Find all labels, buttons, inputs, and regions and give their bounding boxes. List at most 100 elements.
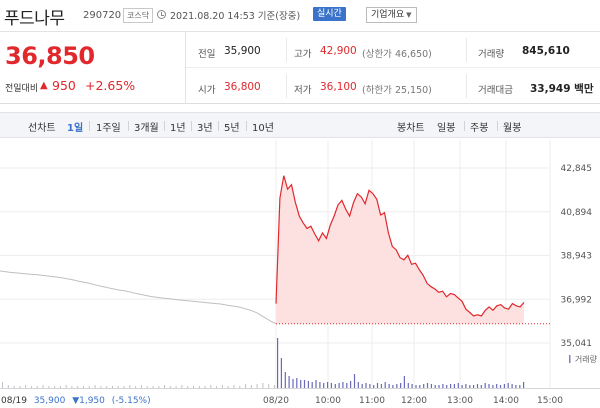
divider (464, 121, 465, 131)
volume-bar (181, 385, 183, 388)
volume-bar (484, 383, 486, 388)
candle-weekly[interactable]: 주봉 (470, 123, 489, 134)
y-tick-label: 42,845 (561, 164, 593, 174)
volume-bar (350, 381, 352, 388)
volume-bar (100, 386, 102, 388)
volume-bar (369, 384, 371, 388)
stock-code: 290720 (83, 10, 122, 21)
low-value: 36,100 (320, 81, 357, 93)
volume-bar (373, 385, 375, 388)
y-tick-label: 36,992 (561, 295, 593, 305)
stats-row-2: 시가 36,800 저가 36,100 (하한가 25,150) 거래대금 33… (186, 68, 600, 104)
change-rate: +2.65% (85, 78, 136, 93)
volume-bar (216, 386, 218, 388)
volume-bar (30, 386, 32, 388)
divider (286, 74, 287, 98)
volume-bar (338, 383, 340, 388)
period-3m[interactable]: 3개월 (134, 123, 159, 134)
volume-bar (365, 383, 367, 388)
y-tick-label: 35,041 (561, 339, 593, 349)
volume-bar (423, 384, 425, 388)
volume-bar (13, 386, 15, 388)
candle-monthly[interactable]: 월봉 (503, 123, 522, 134)
prev-close-label: 전일 (198, 49, 216, 60)
prev-close-value: 35,900 (224, 45, 261, 57)
volume-bar (2, 382, 3, 388)
volume-bar (292, 379, 294, 388)
volume-bar (36, 386, 38, 388)
volume-bar (346, 383, 348, 388)
stats-row-1: 전일 35,900 고가 42,900 (상한가 46,650) 거래량 845… (186, 32, 600, 68)
x-tick-label: 13:00 (447, 396, 473, 406)
y-axis-labels: 42,845 40,894 38,943 36,992 35,041 (561, 164, 593, 349)
divider (128, 121, 129, 131)
stock-name: 푸드나무 (4, 9, 65, 29)
prev-day-price-line (0, 270, 277, 325)
x-axis-labels: 08/20 10:00 11:00 12:00 13:00 14:00 15:00 (263, 396, 563, 406)
period-1d[interactable]: 1일 (67, 123, 84, 134)
volume-bar (511, 384, 513, 388)
volume-bar (457, 383, 459, 388)
amount-value: 33,949 백만 (530, 83, 594, 95)
tab-candle-chart[interactable]: 봉차트 (397, 123, 425, 134)
volume-bar (507, 383, 509, 388)
volume-bar (169, 386, 171, 388)
volume-bar (519, 385, 521, 388)
volume-bars (0, 338, 600, 389)
period-3y[interactable]: 3년 (197, 123, 213, 134)
x-tick-label: 10:00 (315, 396, 341, 406)
volume-bar (48, 386, 50, 388)
volume-bar (442, 384, 444, 388)
divider (89, 121, 90, 131)
volume-bar (245, 384, 247, 388)
divider (246, 121, 247, 131)
volume-bar (434, 385, 436, 388)
volume-bar (480, 385, 482, 388)
volume-bar (83, 386, 84, 388)
volume-bar (488, 384, 490, 388)
volume-bar (430, 384, 432, 388)
volume-bar (388, 384, 390, 388)
timestamp: 2021.08.20 14:53 기준(장중) (170, 11, 301, 22)
volume-bar (198, 386, 200, 388)
period-1y[interactable]: 1년 (170, 123, 186, 134)
volume-bar (94, 385, 96, 388)
volume-bar (193, 386, 194, 388)
volume-bar (327, 382, 329, 388)
volume-bar (65, 385, 67, 388)
tab-line-chart[interactable]: 선차트 (28, 123, 56, 134)
realtime-button[interactable]: 실시간 (313, 7, 346, 21)
volume-bar (233, 385, 235, 388)
volume-bar (42, 385, 44, 388)
volume-bar (59, 386, 61, 388)
divider (497, 121, 498, 131)
company-info-dropdown[interactable]: 기업개요 ▼ (366, 7, 417, 23)
period-5y[interactable]: 5년 (224, 123, 240, 134)
company-info-label: 기업개요 (371, 10, 405, 20)
volume-bar (392, 385, 394, 388)
prev-day-date: 08/19 (1, 396, 27, 406)
volume-bar (499, 385, 502, 388)
volume-bar (146, 386, 148, 388)
volume-bar (307, 381, 309, 388)
volume-bar (415, 385, 417, 388)
volume-bar (112, 386, 113, 388)
upper-limit: (상한가 46,650) (362, 49, 432, 60)
volume-bar (25, 385, 27, 388)
high-value: 42,900 (320, 45, 357, 57)
volume-bar (280, 358, 282, 388)
volume-bar (204, 386, 206, 388)
divider (164, 121, 165, 131)
period-10y[interactable]: 10년 (252, 123, 274, 134)
volume-bar (492, 385, 494, 388)
period-1w[interactable]: 1주일 (96, 123, 121, 134)
y-tick-label: 38,943 (561, 252, 593, 262)
x-tick-label: 15:00 (537, 396, 563, 406)
volume-legend-swatch (569, 355, 571, 363)
volume-bar (473, 385, 475, 388)
x-tick-label: 14:00 (493, 396, 519, 406)
volume-bar (7, 385, 9, 388)
volume-bar (54, 386, 56, 388)
volume-bar (106, 386, 108, 388)
candle-daily[interactable]: 일봉 (437, 123, 456, 134)
